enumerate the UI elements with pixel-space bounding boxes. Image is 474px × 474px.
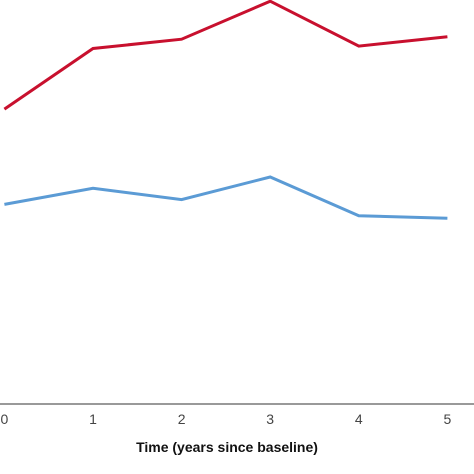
x-tick-label: 5 <box>444 411 452 427</box>
x-tick-label: 3 <box>266 411 274 427</box>
x-tick-label: 2 <box>178 411 186 427</box>
x-tick-label: 0 <box>1 411 9 427</box>
x-tick-label: 4 <box>355 411 363 427</box>
series-layer <box>3 0 448 220</box>
series-line-1 <box>3 0 448 111</box>
x-axis-title: Time (years since baseline) <box>136 439 318 455</box>
x-tick-label: 1 <box>89 411 97 427</box>
series-line-2 <box>4 175 448 220</box>
x-tick-layer: 0 1 2 3 4 5 <box>1 411 452 427</box>
